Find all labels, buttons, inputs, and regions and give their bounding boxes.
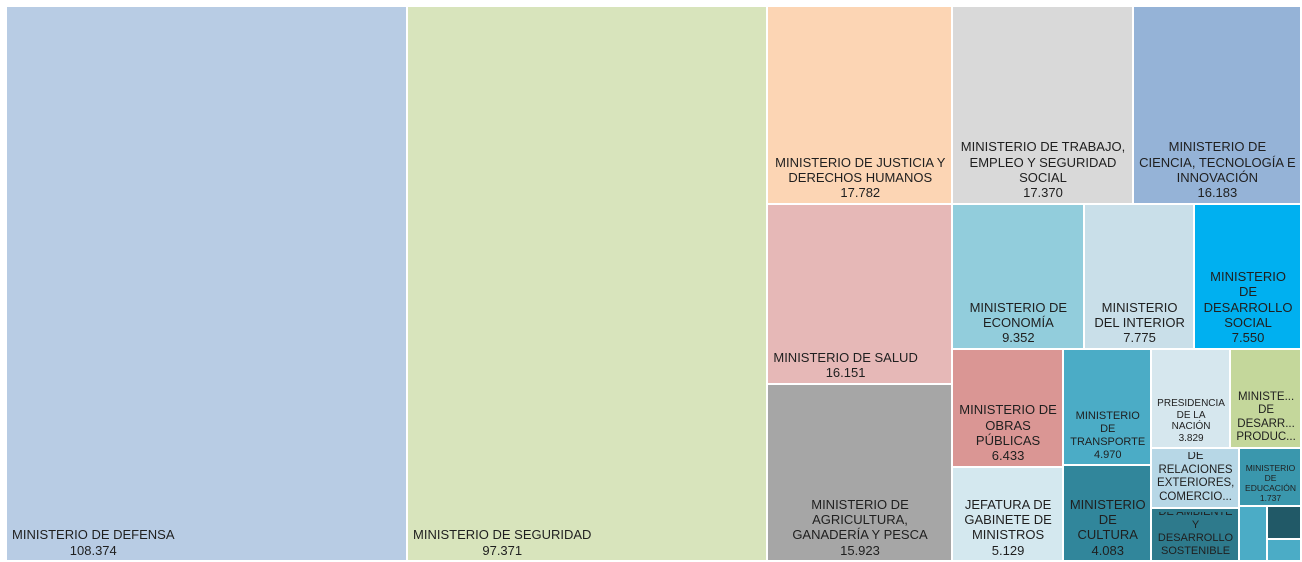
- tile: MINISTERIO DE EDUCACIÓN 1.737: [1240, 449, 1300, 505]
- tile: MINISTERIO DE JUSTICIA Y DERECHOS HUMANO…: [768, 7, 952, 203]
- tile-name: MINISTERIO DE AMBIENTE Y DESARROLLO SOST…: [1157, 511, 1234, 558]
- tile-name: PRESIDENCIA DE LA NACIÓN: [1157, 397, 1225, 433]
- tile-value: 17.782: [840, 185, 881, 201]
- tile-value: 17.370: [1023, 185, 1063, 201]
- tile-value: 4.083: [1091, 542, 1125, 558]
- label-block: MINISTERIO DE EDUCACIÓN 1.737: [1245, 463, 1296, 503]
- label-block: MINISTERIO DE CIENCIA, TECNOLOGÍA E INNO…: [1139, 139, 1296, 200]
- tile-label: MINISTERIO DEL INTERIOR 7.775: [1090, 208, 1189, 346]
- tile-value: 5.129: [991, 542, 1025, 558]
- label-block: MINISTERIO DE DEFENSA 108.374: [12, 527, 175, 558]
- tile-name: MINISTERIO DE TRANSPORTE: [1070, 410, 1146, 449]
- tile-label: MINISTERIO DE ECONOMÍA 9.352: [958, 208, 1079, 346]
- tile-label: MINISTERIO DE CULTURA 4.083: [1069, 469, 1146, 558]
- tile: MINISTERIO DE AGRICULTURA, GANADERÍA Y P…: [768, 384, 951, 560]
- label-block: MINISTERIO DE AMBIENTE Y DESARROLLO SOST…: [1157, 512, 1234, 558]
- tile: MINISTERIO DE CIENCIA, TECNOLOGÍA E INNO…: [1133, 7, 1300, 203]
- label-block: MINISTERIO DE SEGURIDAD 97.371: [413, 527, 591, 558]
- tile-name: MINISTERIO DE SEGURIDAD: [413, 527, 592, 543]
- label-block: MINISTE... DE DESARR... PRODUC...: [1236, 391, 1296, 445]
- tile-name: MINISTE... DE DESARR... PRODUC...: [1236, 390, 1296, 444]
- tile-value: 7.550: [1231, 330, 1265, 346]
- label-block: MINISTERIO DE JUSTICIA Y DERECHOS HUMANO…: [773, 155, 947, 201]
- tile-name: MINISTERIO DE EDUCACIÓN: [1245, 462, 1296, 493]
- tile: MINISTERIO DE AMBIENTE Y DESARROLLO SOST…: [1152, 508, 1239, 560]
- tile-value: 16.151: [825, 365, 866, 381]
- tile-value: 108.374: [69, 542, 117, 558]
- label-block: PRESIDENCIA DE LA NACIÓN 3.829: [1157, 398, 1225, 445]
- tile-value: 4.970: [1093, 449, 1122, 462]
- tile-label: MINISTERIO DE TRANSPORTE 4.970: [1069, 353, 1146, 463]
- tile-label: PRESIDENCIA DE LA NACIÓN 3.829: [1157, 353, 1225, 445]
- tile-name: MINISTERIO DE DEFENSA: [12, 527, 175, 543]
- tile-value: 9.352: [1002, 330, 1035, 346]
- label-block: MINISTERIO DE ECONOMÍA 9.352: [958, 300, 1079, 346]
- label-block: JEFATURA DE GABINETE DE MINISTROS 5.129: [958, 497, 1059, 558]
- label-block: MINISTERIO DE TRANSPORTE 4.970: [1069, 410, 1146, 462]
- tile-name: MINISTERIO DE CULTURA: [1069, 496, 1146, 543]
- label-block: MINISTERIO DE RELACIONES EXTERIORES, COM…: [1157, 452, 1234, 505]
- tile: MINISTERIO DE TRANSPORTE 4.970: [1064, 349, 1151, 465]
- tile-value: 16.183: [1197, 185, 1238, 201]
- tile-label: MINISTERIO DE OBRAS PÚBLICAS 6.433: [958, 353, 1059, 464]
- tile: MINISTERIO DE OBRAS PÚBLICAS 6.433: [952, 349, 1063, 466]
- tile-label: MINISTERIO DE SEGURIDAD 97.371: [413, 10, 762, 558]
- tile-name: MINISTERIO DE SALUD: [773, 349, 918, 365]
- tile-label: MINISTERIO DE RELACIONES EXTERIORES, COM…: [1157, 452, 1234, 505]
- tile-label: MINISTERIO DE DEFENSA 108.374: [12, 10, 402, 558]
- tile-name: MINISTERIO DE DESARROLLO SOCIAL: [1203, 268, 1293, 330]
- tile-label: MINISTERIO DE TRABAJO, EMPLEO Y SEGURIDA…: [958, 10, 1128, 201]
- tile-name: MINISTERIO DE TRABAJO, EMPLEO Y SEGURIDA…: [960, 139, 1126, 185]
- tile: MINISTERIO DE DESARROLLO SOCIAL 7.550: [1195, 204, 1300, 348]
- tile-label: MINISTE... DE DESARR... PRODUC...: [1236, 353, 1296, 445]
- label-block: MINISTERIO DE DESARROLLO SOCIAL 7.550: [1200, 269, 1296, 346]
- tile: [1267, 539, 1300, 560]
- tile-name: MINISTERIO DEL INTERIOR: [1094, 299, 1185, 330]
- tile: MINISTERIO DE TRABAJO, EMPLEO Y SEGURIDA…: [953, 7, 1132, 203]
- tile-name: MINISTERIO DE OBRAS PÚBLICAS: [959, 402, 1057, 449]
- tile-value: 15.923: [840, 542, 880, 558]
- tile-label: MINISTERIO DE AMBIENTE Y DESARROLLO SOST…: [1157, 512, 1234, 558]
- label-block: MINISTERIO DE SALUD 16.151: [773, 350, 917, 381]
- tile: MINISTERIO DE CULTURA 4.083: [1064, 466, 1151, 560]
- label-block: MINISTERIO DEL INTERIOR 7.775: [1090, 300, 1189, 346]
- label-block: MINISTERIO DE TRABAJO, EMPLEO Y SEGURIDA…: [958, 139, 1128, 200]
- label-block: MINISTERIO DE CULTURA 4.083: [1069, 497, 1146, 558]
- tile-value: 6.433: [991, 448, 1025, 464]
- tile-label: MINISTERIO DE AGRICULTURA, GANADERÍA Y P…: [773, 388, 946, 558]
- tile-label: JEFATURA DE GABINETE DE MINISTROS 5.129: [958, 471, 1059, 558]
- tile: MINISTERIO DEL INTERIOR 7.775: [1085, 204, 1194, 348]
- tile-value: 97.371: [482, 542, 523, 558]
- tile: MINISTERIO DE DEFENSA 108.374: [7, 7, 407, 560]
- tile-value: 3.829: [1178, 433, 1204, 445]
- tile-name: MINISTERIO DE CIENCIA, TECNOLOGÍA E INNO…: [1139, 139, 1296, 185]
- label-block: MINISTERIO DE OBRAS PÚBLICAS 6.433: [958, 402, 1059, 463]
- tile-label: MINISTERIO DE EDUCACIÓN 1.737: [1245, 452, 1296, 503]
- tile: [1240, 506, 1266, 560]
- tile-label: MINISTERIO DE DESARROLLO SOCIAL 7.550: [1200, 208, 1296, 346]
- tile: [1267, 506, 1300, 538]
- tile: MINISTERIO DE SEGURIDAD 97.371: [408, 7, 767, 560]
- tile-label: MINISTERIO DE SALUD 16.151: [773, 208, 946, 381]
- tile-name: MINISTERIO DE JUSTICIA Y DERECHOS HUMANO…: [775, 154, 946, 185]
- tile-name: MINISTERIO DE RELACIONES EXTERIORES, COM…: [1157, 452, 1235, 503]
- tile: JEFATURA DE GABINETE DE MINISTROS 5.129: [952, 467, 1063, 560]
- tile: MINISTERIO DE RELACIONES EXTERIORES, COM…: [1152, 449, 1239, 507]
- tile-name: MINISTERIO DE AGRICULTURA, GANADERÍA Y P…: [792, 496, 928, 543]
- tile-name: MINISTERIO DE ECONOMÍA: [969, 299, 1068, 330]
- tile-name: JEFATURA DE GABINETE DE MINISTROS: [964, 496, 1052, 543]
- tile-value: 7.775: [1123, 330, 1156, 346]
- tile-label: MINISTERIO DE CIENCIA, TECNOLOGÍA E INNO…: [1139, 10, 1296, 201]
- label-block: MINISTERIO DE AGRICULTURA, GANADERÍA Y P…: [773, 497, 946, 558]
- tile: MINISTERIO DE SALUD 16.151: [768, 204, 951, 383]
- tile: PRESIDENCIA DE LA NACIÓN 3.829: [1152, 349, 1230, 448]
- tile-label: MINISTERIO DE JUSTICIA Y DERECHOS HUMANO…: [773, 10, 947, 201]
- tile: MINISTERIO DE ECONOMÍA 9.352: [952, 204, 1084, 348]
- tile: MINISTE... DE DESARR... PRODUC...: [1231, 349, 1300, 448]
- tile-value: 1.737: [1259, 492, 1282, 503]
